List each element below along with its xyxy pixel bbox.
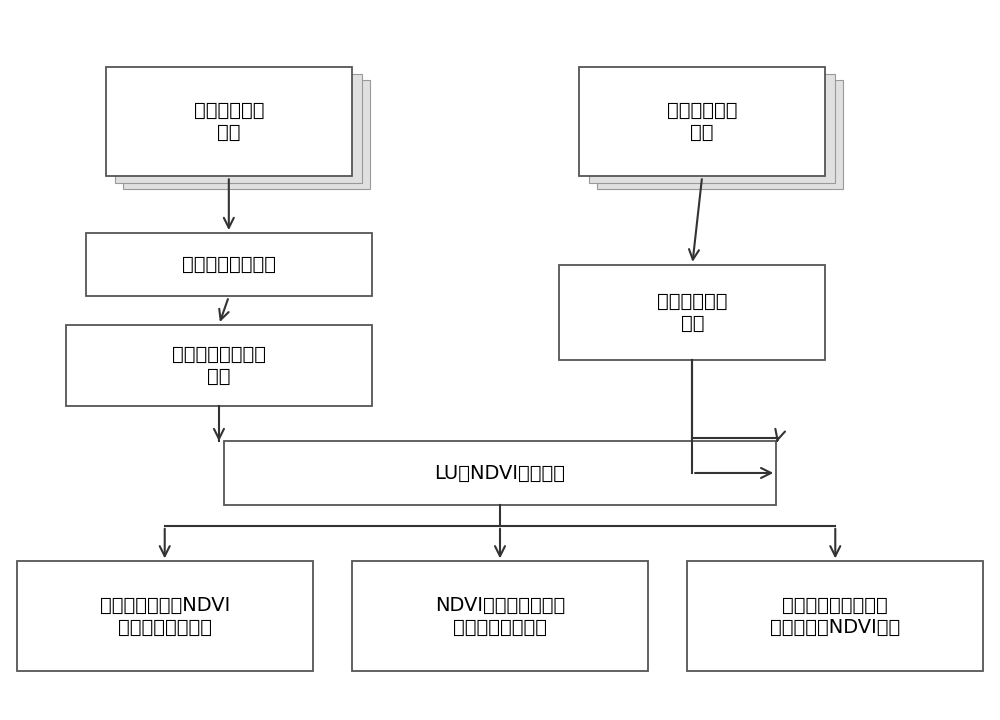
Bar	[687, 562, 983, 671]
Text: 土地利用变化对NDVI
变化的贡献率分析: 土地利用变化对NDVI 变化的贡献率分析	[100, 595, 230, 636]
Text: 多期土地利用
数据: 多期土地利用 数据	[194, 102, 264, 142]
Text: 多期植被指数
数据: 多期植被指数 数据	[667, 102, 737, 142]
Bar	[115, 74, 362, 184]
Bar	[17, 562, 313, 671]
Bar	[106, 67, 352, 176]
Bar	[579, 67, 825, 176]
Bar	[589, 74, 835, 184]
Text: NDVI显著增加区域的
土地利用类型结构: NDVI显著增加区域的 土地利用类型结构	[435, 595, 565, 636]
Text: 土地利用变化分析: 土地利用变化分析	[182, 255, 276, 274]
Bar	[123, 80, 370, 189]
Bar	[66, 325, 372, 406]
Text: 土地生态等级变化
分析: 土地生态等级变化 分析	[172, 345, 266, 386]
Bar	[597, 80, 843, 189]
Text: 植被指数趋势
分析: 植被指数趋势 分析	[657, 292, 728, 333]
Text: 生态功能较高的土地
类型区域的NDVI变化: 生态功能较高的土地 类型区域的NDVI变化	[770, 595, 900, 636]
Bar	[352, 562, 648, 671]
Text: LU与NDVI耦合分析: LU与NDVI耦合分析	[434, 464, 566, 482]
Bar	[86, 233, 372, 297]
Bar	[224, 441, 776, 505]
Bar	[559, 265, 825, 360]
